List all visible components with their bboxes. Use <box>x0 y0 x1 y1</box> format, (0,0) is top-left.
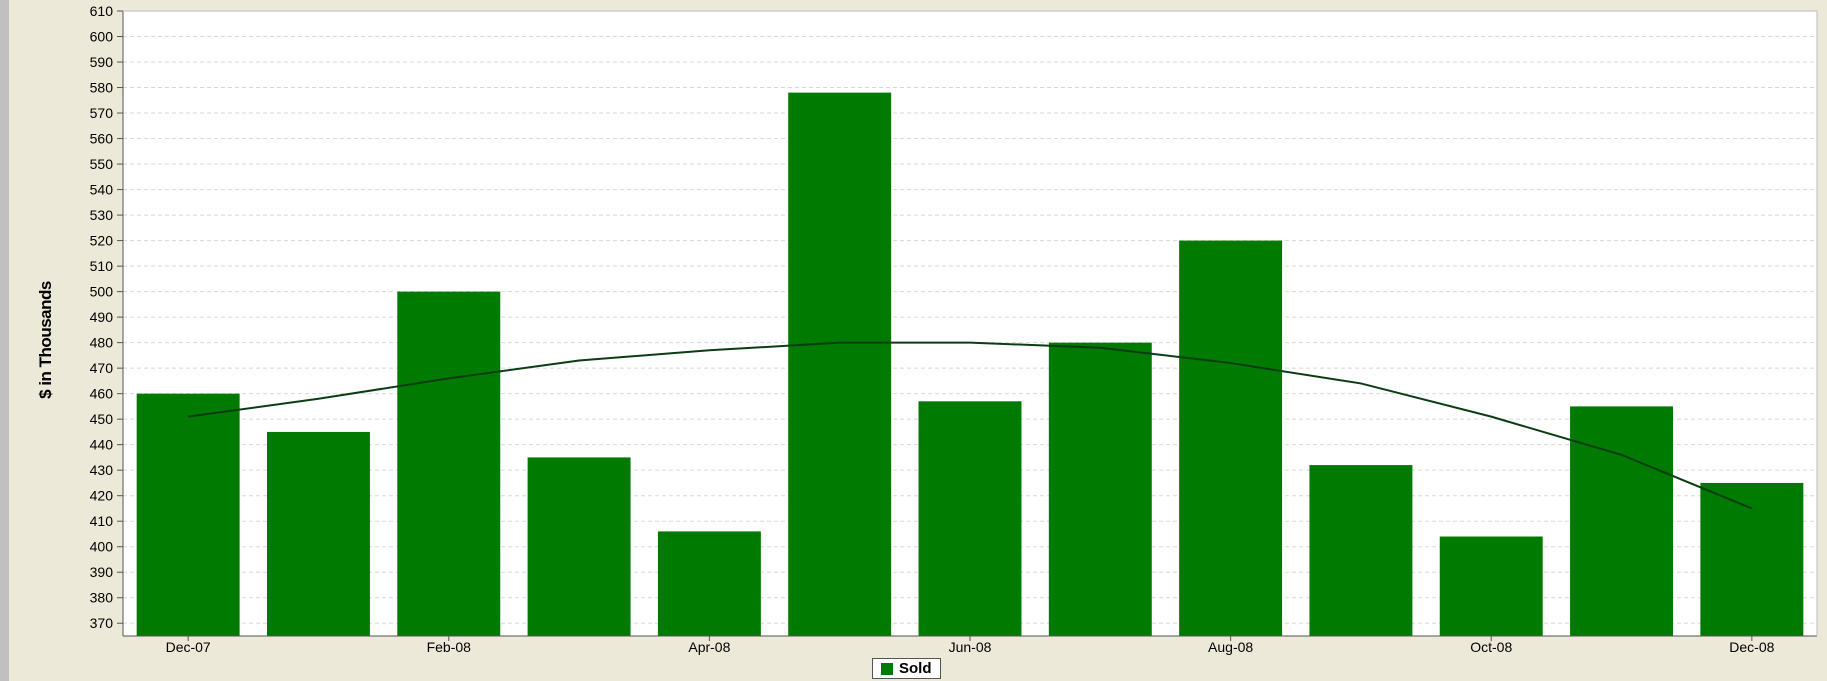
y-tick-label: 520 <box>90 233 114 249</box>
y-axis-label: $ in Thousands <box>36 281 55 399</box>
x-tick-label: Aug-08 <box>1208 639 1253 655</box>
y-tick-label: 440 <box>90 437 114 453</box>
y-tick-label: 490 <box>90 309 114 325</box>
y-tick-label: 530 <box>90 207 114 223</box>
bar <box>527 457 631 636</box>
y-tick-label: 570 <box>90 105 114 121</box>
legend-swatch-sold <box>881 662 893 675</box>
bar <box>788 92 892 637</box>
bar <box>1700 482 1804 636</box>
bar <box>136 393 240 636</box>
y-tick-label: 610 <box>90 3 114 19</box>
y-tick-label: 590 <box>90 54 114 70</box>
bar <box>1439 536 1543 636</box>
y-tick-label: 460 <box>90 386 114 402</box>
bar <box>397 291 501 636</box>
bar <box>918 401 1022 636</box>
x-tick-label: Feb-08 <box>427 639 472 655</box>
y-tick-label: 370 <box>90 615 114 631</box>
y-tick-label: 390 <box>90 564 114 580</box>
y-tick-label: 560 <box>90 131 114 147</box>
bar <box>1309 465 1413 636</box>
x-tick-label: Jun-08 <box>949 639 992 655</box>
legend-label-sold: Sold <box>899 660 932 677</box>
y-tick-label: 510 <box>90 258 114 274</box>
y-tick-label: 400 <box>90 539 114 555</box>
bar <box>1570 406 1674 636</box>
trend-line <box>188 341 1753 510</box>
y-tick-label: 410 <box>90 513 114 529</box>
bar <box>266 431 370 636</box>
bar <box>1048 342 1152 636</box>
y-tick-label: 470 <box>90 360 114 376</box>
x-tick-label: Dec-07 <box>166 639 211 655</box>
bar <box>657 531 761 636</box>
y-tick-label: 480 <box>90 335 114 351</box>
x-tick-label: Oct-08 <box>1470 639 1512 655</box>
y-tick-label: 450 <box>90 411 114 427</box>
y-tick-label: 540 <box>90 182 114 198</box>
bar <box>1179 240 1283 636</box>
x-tick-label: Dec-08 <box>1729 639 1774 655</box>
legend: Sold <box>872 658 941 679</box>
y-tick-label: 500 <box>90 284 114 300</box>
y-tick-label: 580 <box>90 80 114 96</box>
y-tick-label: 600 <box>90 29 114 45</box>
y-tick-label: 380 <box>90 590 114 606</box>
y-tick-label: 550 <box>90 156 114 172</box>
y-tick-label: 420 <box>90 488 114 504</box>
y-tick-label: 430 <box>90 462 114 478</box>
x-tick-label: Apr-08 <box>688 639 730 655</box>
window-edge <box>0 0 9 681</box>
